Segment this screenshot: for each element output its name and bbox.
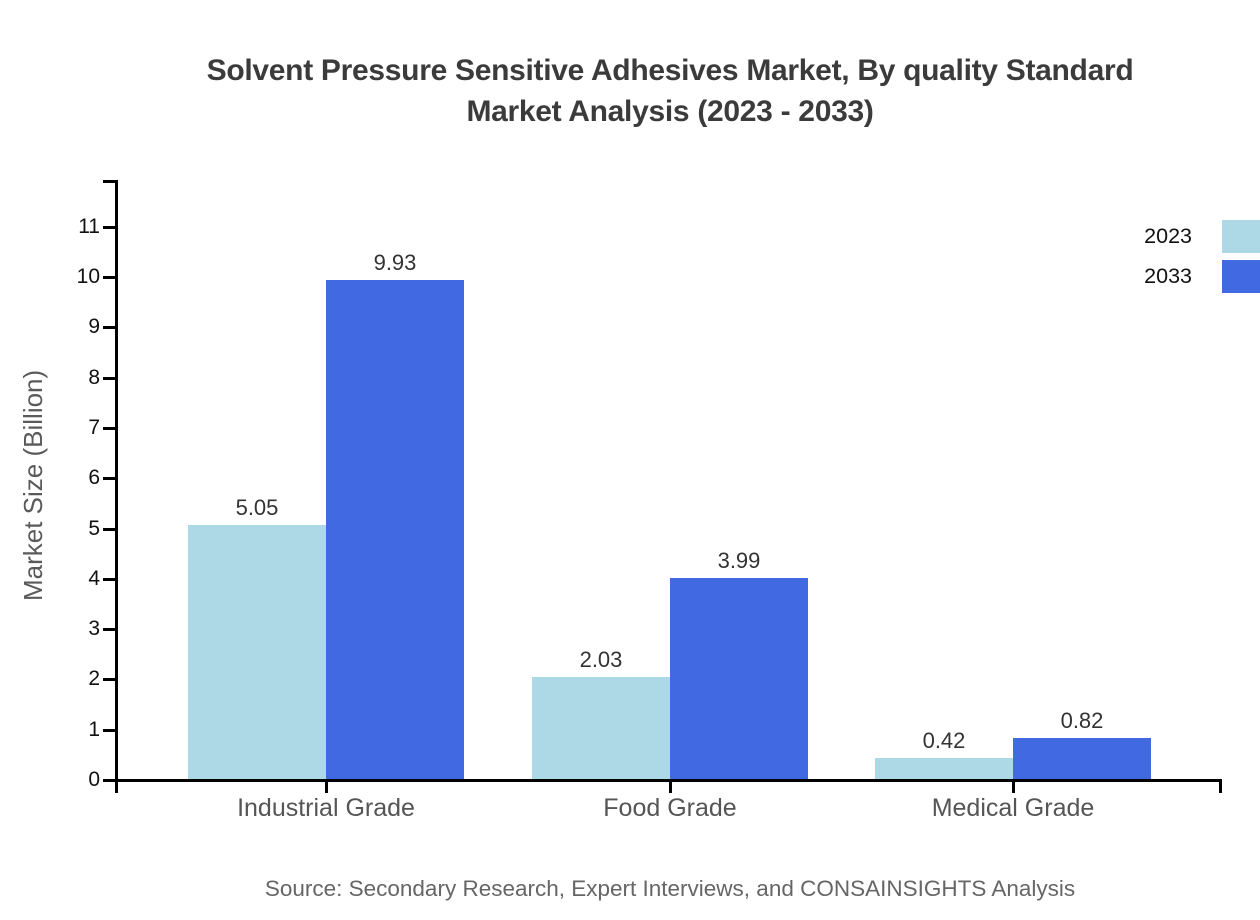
y-tick	[103, 729, 115, 732]
chart-title: Solvent Pressure Sensitive Adhesives Mar…	[80, 50, 1260, 132]
x-category-label-industrial-grade: Industrial Grade	[237, 794, 415, 822]
chart-title-line1: Solvent Pressure Sensitive Adhesives Mar…	[206, 54, 1134, 87]
y-tick-label: 7	[88, 416, 100, 439]
y-tick-label: 5	[88, 517, 100, 540]
y-tick-label: 6	[88, 466, 100, 489]
y-tick	[103, 326, 115, 329]
legend-swatch-2033	[1222, 260, 1260, 293]
y-tick	[103, 528, 115, 531]
bar-2033-food-grade	[670, 578, 808, 779]
x-tick	[669, 779, 672, 793]
y-tick	[103, 226, 115, 229]
bar-value-label-2023-industrial-grade: 5.05	[235, 495, 279, 520]
y-tick-label: 9	[88, 315, 100, 338]
source-note: Source: Secondary Research, Expert Inter…	[264, 876, 1076, 901]
bar-2023-medical-grade	[875, 758, 1013, 779]
bar-value-label-2033-food-grade: 3.99	[717, 548, 761, 573]
bar-value-label-2023-medical-grade: 0.42	[922, 728, 966, 753]
legend: 2023 2033	[1144, 220, 1260, 300]
bar-2033-medical-grade	[1013, 738, 1151, 779]
bar-2023-food-grade	[532, 677, 670, 779]
x-axis-line	[110, 779, 1222, 782]
y-tick	[103, 779, 115, 782]
y-tick-label: 3	[88, 617, 100, 640]
legend-item-2033: 2033	[1144, 260, 1260, 293]
bar-value-label-2023-food-grade: 2.03	[579, 647, 623, 672]
legend-label-2033: 2033	[1144, 264, 1192, 288]
y-tick	[103, 578, 115, 581]
y-tick-label: 4	[88, 567, 100, 590]
y-tick	[103, 427, 115, 430]
legend-item-2023: 2023	[1144, 220, 1260, 253]
y-tick	[103, 477, 115, 480]
bar-value-label-2033-industrial-grade: 9.93	[373, 250, 417, 275]
y-tick-label: 0	[88, 768, 100, 791]
y-tick-label: 8	[88, 366, 100, 389]
bar-value-label-2033-medical-grade: 0.82	[1060, 708, 1104, 733]
x-category-label-medical-grade: Medical Grade	[931, 794, 1095, 822]
y-tick-label: 2	[88, 667, 100, 690]
y-tick-label: 1	[88, 718, 100, 741]
y-tick	[103, 678, 115, 681]
bar-2023-industrial-grade	[188, 525, 326, 779]
y-tick	[103, 276, 115, 279]
y-tick-label: 11	[78, 215, 100, 238]
chart-title-line2: Market Analysis (2023 - 2033)	[466, 95, 874, 128]
x-category-label-food-grade: Food Grade	[603, 794, 737, 822]
legend-swatch-2023	[1222, 220, 1260, 253]
bar-2033-industrial-grade	[326, 280, 464, 779]
y-axis-end-tick	[103, 180, 115, 183]
x-tick	[325, 779, 328, 793]
y-axis-line	[115, 180, 118, 793]
y-tick	[103, 377, 115, 380]
legend-label-2023: 2023	[1144, 224, 1192, 248]
y-tick	[103, 628, 115, 631]
x-tick	[1012, 779, 1015, 793]
y-tick-label: 10	[76, 265, 100, 288]
x-axis-end-tick	[1219, 779, 1222, 793]
